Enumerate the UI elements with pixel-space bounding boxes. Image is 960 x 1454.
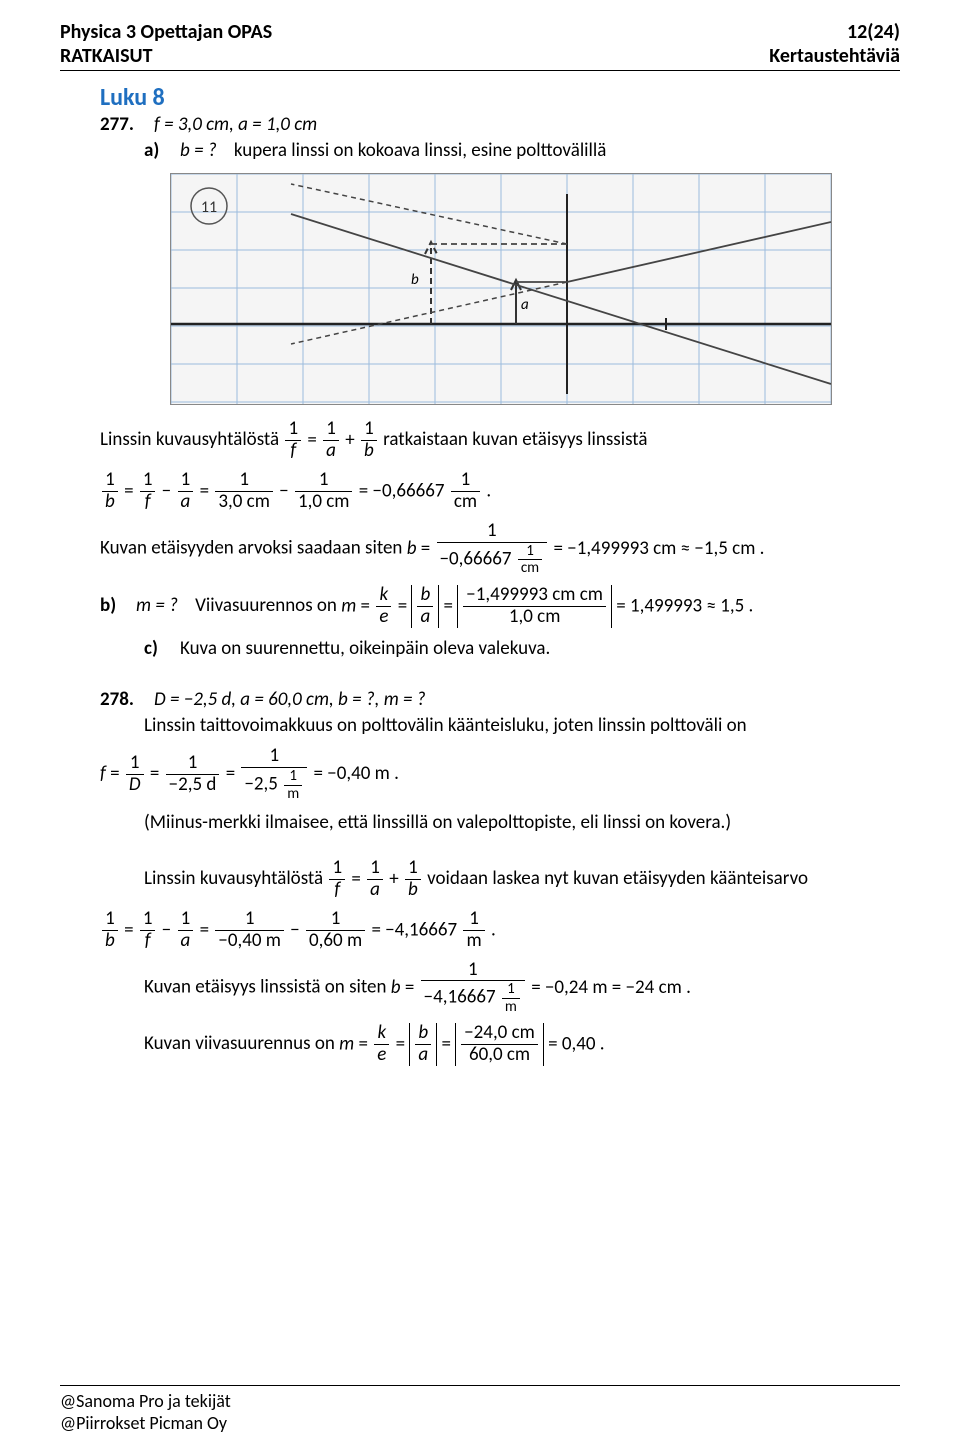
q278-b-fracden: −4,16667 (424, 986, 496, 1009)
q277-lenseq-intro-right: ratkaistaan kuvan etäisyys linssistä (383, 428, 647, 451)
chapter-heading: Luku 8 (100, 83, 900, 112)
svg-text:11: 11 (201, 198, 217, 217)
q278-lenseq-intro-right: voidaan laskea nyt kuvan etäisyyden kään… (427, 867, 808, 890)
q278-f-m: −0,40 m (215, 931, 284, 952)
svg-text:b: b (411, 271, 419, 289)
svg-text:a: a (521, 296, 529, 314)
q277-a-desc: kupera linssi on kokoava linssi, esine p… (234, 139, 607, 162)
q278-m-text: Kuvan viivasuurennus on (144, 1032, 339, 1055)
q277-b-text: Viivasuurennos on (195, 594, 341, 617)
q277-c-letter: c) (144, 636, 170, 662)
q278-D-val: −2,5 d (166, 775, 220, 796)
q278-m-num: −24,0 cm (461, 1023, 538, 1045)
q278-b-text: Kuvan etäisyys linssistä on siten (144, 975, 391, 998)
footer-publisher: @Sanoma Pro ja tekijät (60, 1390, 900, 1412)
q277-given: f = 3,0 cm, a = 1,0 cm (154, 112, 317, 138)
q277-lenseq-intro-left: Linssin kuvausyhtälöstä (100, 428, 283, 451)
q277-b-result: = 1,499993 ≈ 1,5 . (616, 594, 753, 617)
q277-c-text: Kuva on suurennettu, oikeinpäin oleva va… (180, 636, 550, 662)
q277-a-question: b = ? (180, 139, 217, 162)
header-sub-right: Kertaustehtäviä (769, 44, 900, 68)
a-value: 1,0 cm (295, 492, 353, 513)
q277-b-question: m = ? (136, 594, 178, 617)
q277-number: 277. (100, 112, 144, 138)
q277-eq2-result: = −1,499993 cm ≈ −1,5 cm . (553, 537, 764, 560)
q277-b-letter: b) (100, 593, 126, 619)
f-value: 3,0 cm (215, 492, 273, 513)
q278-b-result: = −0,24 m = −24 cm . (531, 976, 691, 999)
q278-f-result: = −0,40 m . (314, 763, 399, 786)
q277-b-fracden: −0,66667 (440, 547, 512, 570)
q278-given: D = −2,5 d, a = 60,0 cm, b = ?, m = ? (154, 687, 426, 713)
q277-eq2-left: Kuvan etäisyyden arvoksi saadaan siten (100, 536, 407, 559)
q278-a-m: 0,60 m (306, 931, 365, 952)
lens-ray-diagram: 11 a b (170, 173, 832, 405)
q277-m-num: −1,499993 cm cm (463, 585, 606, 607)
header-sub-left: RATKAISUT (60, 44, 153, 68)
q278-lenseq-intro-left: Linssin kuvausyhtälöstä (144, 867, 327, 890)
q278-eq-rhs: = −4,16667 (371, 918, 461, 941)
header-title-left: Physica 3 Opettajan OPAS (60, 20, 272, 44)
q277-eq1-rhs: = −0,66667 (359, 480, 449, 503)
q278-m-den: 60,0 cm (461, 1045, 538, 1066)
q278-D-val2: −2,5 (244, 773, 277, 796)
q277-m-den: 1,0 cm (463, 607, 606, 628)
q278-line1: Linssin taittovoimakkuus on polttovälin … (144, 713, 900, 739)
q277-a-letter: a) (144, 138, 170, 164)
footer-illustrations: @Piirrokset Picman Oy (60, 1412, 900, 1434)
q278-m-result: = 0,40 . (548, 1033, 604, 1056)
q278-paren: (Miinus-merkki ilmaisee, että linssillä … (144, 810, 900, 836)
header-page-number: 12(24) (847, 20, 900, 44)
q278-number: 278. (100, 687, 144, 713)
